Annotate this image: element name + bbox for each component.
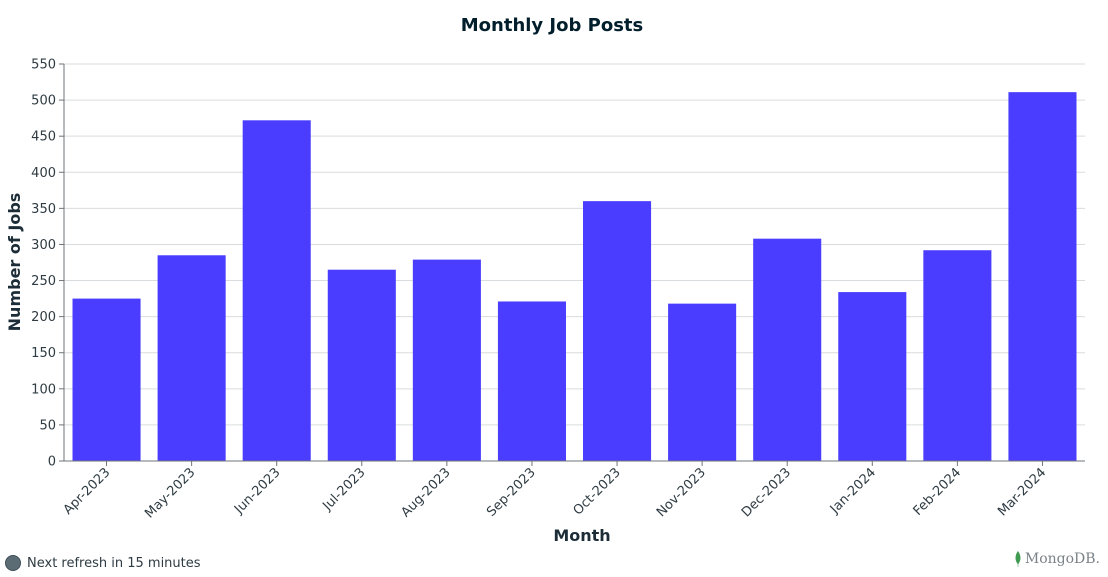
y-tick-label: 500 <box>31 94 56 109</box>
bar[interactable] <box>753 238 822 461</box>
y-axis-title: Number of Jobs <box>5 193 24 332</box>
y-tick-label: 200 <box>31 310 56 325</box>
chart-title: Monthly Job Posts <box>461 15 644 36</box>
bar[interactable] <box>157 255 226 461</box>
refresh-icon[interactable] <box>5 555 21 571</box>
brand-name: MongoDB. <box>1024 551 1100 567</box>
bar-chart: Monthly Job Posts 0 50 100 150 200 250 300 350 4… <box>5 15 1085 545</box>
y-tick-label: 300 <box>31 238 56 253</box>
bar[interactable] <box>327 269 396 461</box>
bars <box>72 92 1077 462</box>
y-axis-ticks: 0 50 100 150 200 250 300 350 400 450 500 550 <box>31 58 64 470</box>
y-tick-label: 250 <box>31 274 56 289</box>
y-tick-label: 50 <box>39 418 56 433</box>
leaf-icon <box>1015 551 1021 567</box>
bar[interactable] <box>1008 92 1077 461</box>
y-tick-label: 350 <box>31 202 56 217</box>
x-tick-label: Aug-2023 <box>398 465 453 520</box>
x-tick-label: Jan-2024 <box>827 465 879 517</box>
x-tick-label: Jun-2023 <box>231 465 283 517</box>
gridlines <box>64 63 1085 426</box>
y-tick-label: 0 <box>48 455 56 470</box>
bar[interactable] <box>412 259 481 461</box>
x-axis-title: Month <box>553 526 610 545</box>
bar[interactable] <box>668 303 737 461</box>
x-tick-label: May-2023 <box>142 465 198 521</box>
mongodb-logo: MongoDB. <box>1014 551 1100 567</box>
refresh-text: Next refresh in 15 minutes <box>27 555 201 571</box>
x-tick-label: Sep-2023 <box>484 465 539 520</box>
x-tick-label: Nov-2023 <box>654 465 709 520</box>
bar[interactable] <box>497 301 566 461</box>
y-tick-label: 450 <box>31 130 56 145</box>
y-tick-label: 400 <box>31 166 56 181</box>
x-tick-label: Oct-2023 <box>571 465 624 518</box>
x-tick-label: Mar-2024 <box>995 465 1049 519</box>
x-axis-ticks: Apr-2023 May-2023 Jun-2023 Jul-2023 Aug-2023… <box>61 461 1049 521</box>
x-tick-label: Apr-2023 <box>61 465 114 518</box>
y-tick-label: 550 <box>31 58 56 73</box>
bar[interactable] <box>923 250 992 461</box>
x-tick-label: Feb-2024 <box>911 465 965 519</box>
y-tick-label: 150 <box>31 346 56 361</box>
bar[interactable] <box>583 201 652 462</box>
bar[interactable] <box>242 120 311 461</box>
y-tick-label: 100 <box>31 382 56 397</box>
refresh-status: Next refresh in 15 minutes <box>5 555 201 571</box>
bar[interactable] <box>72 298 141 461</box>
x-tick-label: Dec-2023 <box>739 465 794 520</box>
bar[interactable] <box>838 292 907 461</box>
x-tick-label: Jul-2023 <box>319 465 368 514</box>
